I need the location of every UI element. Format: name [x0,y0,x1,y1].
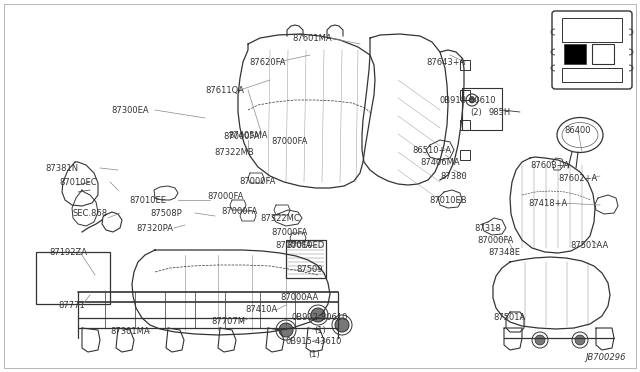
Text: 87301MA: 87301MA [110,327,150,337]
Text: 87643+A: 87643+A [426,58,466,67]
Text: (1): (1) [314,326,326,334]
Text: 87501A: 87501A [494,314,526,323]
Bar [592,44,614,64]
Text: 87601MA: 87601MA [292,33,332,42]
Text: 87322MC: 87322MC [260,214,300,222]
Bar [460,90,470,100]
Text: 87508P: 87508P [150,208,182,218]
Bar [36,252,110,304]
Text: 87381N: 87381N [45,164,79,173]
Text: 87000FA: 87000FA [276,241,312,250]
Text: 87620FA: 87620FA [250,58,286,67]
Text: 87000FA: 87000FA [224,131,260,141]
Circle shape [279,323,293,337]
Text: 87318: 87318 [475,224,501,232]
Bar [286,240,326,278]
Text: 87010EC: 87010EC [59,177,97,186]
Circle shape [535,335,545,345]
Text: 87300EA: 87300EA [111,106,149,115]
Text: 87000FA: 87000FA [272,228,308,237]
Text: 87501AA: 87501AA [571,241,609,250]
Text: 87348E: 87348E [488,247,520,257]
Text: JB700296: JB700296 [586,353,626,362]
Text: 87000FA: 87000FA [222,206,258,215]
Text: 87010EB: 87010EB [429,196,467,205]
Text: 0B912-80610: 0B912-80610 [292,314,348,323]
Bar [460,150,470,160]
Text: 87000FA: 87000FA [272,137,308,145]
Circle shape [335,318,349,332]
Text: 87602+A: 87602+A [558,173,598,183]
Text: 87410A: 87410A [246,305,278,314]
Text: 87611QA: 87611QA [205,86,244,94]
Bar [564,44,586,64]
Circle shape [575,335,585,345]
Text: 87000FA: 87000FA [240,176,276,186]
Text: 87010ED: 87010ED [287,241,325,250]
Bar [562,18,622,42]
Bar [460,60,470,70]
Text: 87406MA: 87406MA [420,157,460,167]
Text: 0B915-43610: 0B915-43610 [286,337,342,346]
Circle shape [469,97,475,103]
Text: 87010EE: 87010EE [129,196,166,205]
Text: 86510+A: 86510+A [412,145,452,154]
Text: 87418+A: 87418+A [529,199,568,208]
Text: (2): (2) [470,108,482,116]
Bar [562,68,622,82]
Text: 87000FA: 87000FA [478,235,514,244]
Text: 87192ZA: 87192ZA [49,247,87,257]
Text: 87771: 87771 [59,301,85,310]
Text: SEC.868: SEC.868 [72,208,108,218]
Text: 87509: 87509 [297,266,323,275]
Text: 87320PA: 87320PA [136,224,173,232]
Circle shape [311,308,325,322]
Text: 87322MB: 87322MB [214,148,254,157]
Text: 87000AA: 87000AA [281,294,319,302]
Text: 87380: 87380 [440,171,467,180]
Text: (1): (1) [308,350,320,359]
Text: 87603+A: 87603+A [531,160,570,170]
Text: 87000FA: 87000FA [208,192,244,201]
Text: 86400: 86400 [564,125,591,135]
Text: 985H: 985H [489,108,511,116]
Text: 87405MA: 87405MA [228,131,268,140]
Bar [460,120,470,130]
Text: 0B918-60610: 0B918-60610 [440,96,496,105]
Text: 87707M: 87707M [211,317,245,327]
